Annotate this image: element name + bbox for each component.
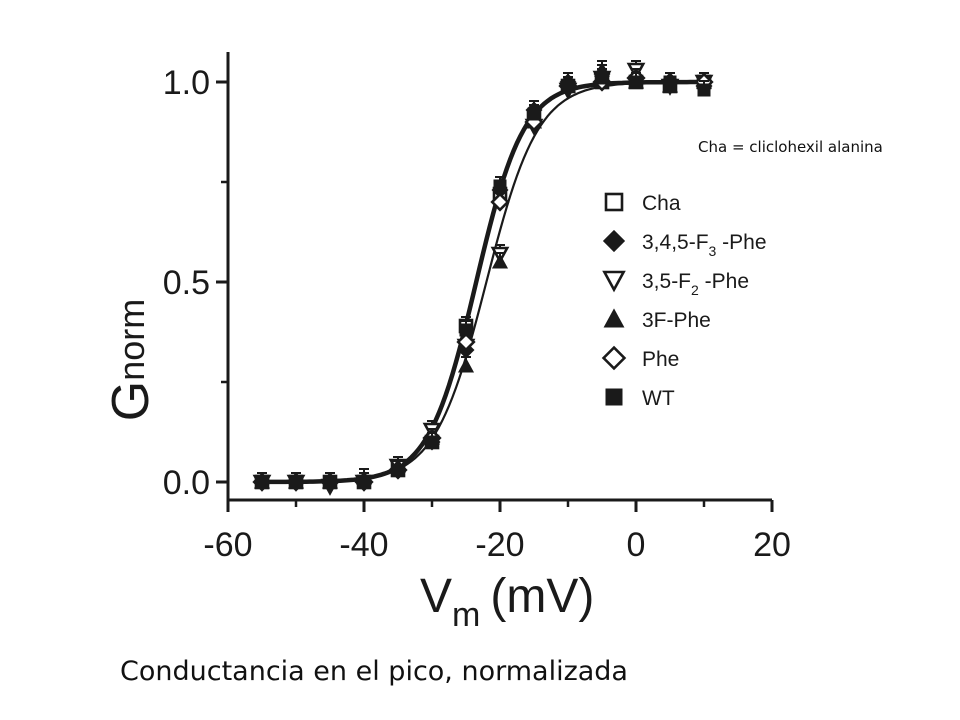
- data-point: [289, 475, 303, 489]
- legend-label: WT: [642, 387, 675, 410]
- legend-marker-filled-square: [605, 388, 623, 406]
- legend-marker-filled-diamond: [602, 229, 626, 253]
- x-tick-label: -60: [203, 526, 252, 564]
- y-tick-label: 0.0: [163, 464, 210, 502]
- y-tick-label: 0.5: [163, 264, 210, 302]
- x-tick-label: 0: [627, 526, 646, 564]
- legend-item: WT: [605, 387, 675, 410]
- data-point: [663, 75, 677, 89]
- y-axis-title-sub: norm: [111, 299, 152, 381]
- x-tick-label: -20: [475, 526, 524, 564]
- annotation-note: Cha = cliclohexil alanina: [698, 138, 883, 156]
- x-axis-ticks: -60 -40 -20 0 20: [203, 500, 791, 564]
- legend-item: Cha: [604, 192, 681, 215]
- data-point: [457, 357, 475, 373]
- fit-curves: [261, 79, 704, 485]
- x-axis-title-main: V: [420, 570, 452, 623]
- y-axis-ticks: 0.0 0.5 1.0: [163, 64, 228, 502]
- y-axis-title-main: G: [102, 381, 160, 421]
- data-point: [391, 463, 405, 477]
- legend-label: 3,5-F2 -Phe: [642, 270, 749, 298]
- x-axis-title: Vm (mV): [420, 570, 594, 634]
- data-point: [561, 79, 575, 93]
- data-point: [459, 323, 473, 337]
- legend-marker-open-diamond: [601, 345, 627, 371]
- figure-caption: Conductancia en el pico, normalizada: [120, 656, 628, 687]
- legend-item: Phe: [601, 345, 679, 371]
- x-axis-title-unit: (mV): [490, 570, 594, 623]
- x-tick-label: 20: [753, 526, 791, 564]
- legend-marker-filled-triangle-up: [603, 308, 625, 328]
- legend-label: Cha: [642, 192, 681, 215]
- legend-item: 3,5-F2 -Phe: [602, 270, 749, 298]
- data-point: [255, 475, 269, 489]
- series-filled-square: [255, 68, 711, 489]
- data-point: [595, 71, 609, 85]
- legend-label: 3,4,5-F3 -Phe: [642, 231, 767, 259]
- x-axis-title-sub: m: [452, 596, 480, 634]
- legend-item: 3,4,5-F3 -Phe: [602, 229, 767, 259]
- legend-label: Phe: [642, 348, 679, 371]
- legend: Cha 3,4,5-F3 -Phe 3,5-F2 -Phe 3F-Phe Phe WT: [601, 192, 767, 410]
- legend-marker-open-square: [604, 192, 624, 212]
- data-point: [629, 75, 643, 89]
- data-point: [456, 332, 476, 352]
- y-tick-label: 1.0: [163, 64, 210, 102]
- y-axis-title: Gnorm: [102, 299, 160, 421]
- legend-label: 3F-Phe: [642, 309, 711, 332]
- data-point: [490, 192, 510, 212]
- data-point: [357, 475, 371, 489]
- data-point: [697, 83, 711, 97]
- data-point: [491, 253, 509, 269]
- fit-curve: [261, 79, 704, 485]
- x-tick-label: -40: [339, 526, 388, 564]
- data-points: [252, 60, 714, 496]
- data-point: [425, 435, 439, 449]
- legend-marker-open-triangle-down: [602, 270, 626, 293]
- data-point: [527, 107, 541, 121]
- legend-item: 3F-Phe: [603, 308, 711, 332]
- data-point: [323, 475, 337, 489]
- data-point: [493, 179, 507, 193]
- fit-curve: [262, 81, 704, 483]
